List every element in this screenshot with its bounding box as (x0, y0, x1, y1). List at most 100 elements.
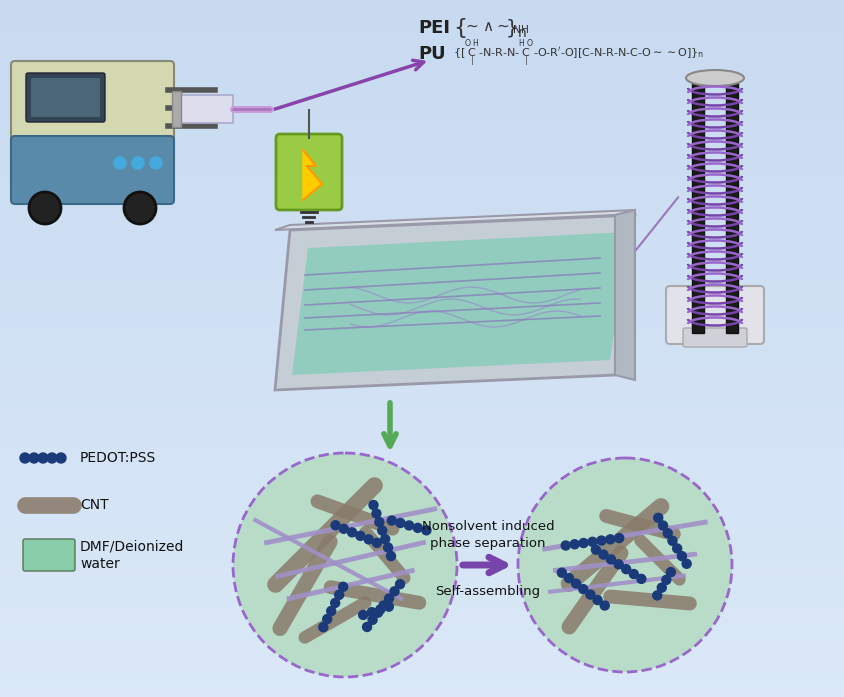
Bar (0, 118, 844, 125)
Circle shape (371, 509, 381, 518)
Circle shape (347, 528, 356, 537)
Bar (0, 390, 844, 397)
Circle shape (591, 545, 600, 554)
Circle shape (614, 534, 623, 542)
Bar (0, 460, 844, 467)
Circle shape (598, 550, 607, 559)
Circle shape (29, 192, 61, 224)
Circle shape (362, 622, 371, 631)
Bar (0, 77, 844, 84)
Bar (0, 411, 844, 418)
Bar (0, 167, 844, 174)
Bar (0, 669, 844, 676)
Circle shape (636, 574, 645, 583)
Bar (0, 544, 844, 551)
Circle shape (629, 569, 637, 579)
Circle shape (384, 594, 393, 603)
Polygon shape (303, 150, 322, 200)
Bar (0, 237, 844, 244)
Bar (0, 181, 844, 188)
Circle shape (383, 543, 392, 552)
Circle shape (657, 583, 666, 592)
Circle shape (338, 582, 347, 591)
Polygon shape (274, 215, 634, 390)
Circle shape (132, 157, 143, 169)
Bar (0, 537, 844, 544)
Text: DMF/Deionized
water: DMF/Deionized water (80, 539, 184, 571)
Bar (0, 244, 844, 251)
Circle shape (596, 536, 605, 545)
Bar (0, 572, 844, 579)
Bar (0, 599, 844, 606)
Circle shape (375, 518, 383, 526)
Circle shape (614, 560, 622, 569)
Bar (0, 328, 844, 335)
Bar (0, 418, 844, 425)
Bar (0, 293, 844, 300)
Circle shape (322, 615, 332, 624)
Circle shape (653, 513, 662, 522)
Circle shape (587, 537, 596, 546)
Circle shape (233, 453, 457, 677)
Bar (0, 606, 844, 613)
FancyBboxPatch shape (725, 78, 737, 333)
FancyBboxPatch shape (31, 78, 100, 117)
Ellipse shape (685, 70, 743, 86)
Bar (0, 655, 844, 662)
Circle shape (367, 608, 376, 617)
Circle shape (578, 539, 587, 548)
Bar (0, 558, 844, 565)
Circle shape (20, 453, 30, 463)
Circle shape (334, 590, 344, 599)
Bar (0, 63, 844, 70)
Bar (0, 439, 844, 446)
Bar (0, 634, 844, 641)
Bar (0, 397, 844, 404)
Text: $\mathsf{\{[}$$\mathsf{\overset{O\;H}{\underset{|}{C}}\text{-}N\text{-}R\text{-}: $\mathsf{\{[}$$\mathsf{\overset{O\;H}{\u… (452, 38, 703, 70)
Circle shape (564, 574, 573, 583)
Bar (0, 112, 844, 118)
Bar (0, 139, 844, 146)
Bar (0, 509, 844, 516)
Circle shape (372, 538, 381, 547)
Bar (0, 523, 844, 530)
Circle shape (672, 544, 681, 553)
FancyBboxPatch shape (172, 91, 181, 127)
Circle shape (373, 608, 382, 617)
Bar (0, 369, 844, 376)
Bar (0, 690, 844, 697)
Circle shape (395, 580, 404, 589)
Bar (0, 683, 844, 690)
Text: Self-assembling: Self-assembling (435, 585, 540, 599)
FancyBboxPatch shape (11, 136, 174, 204)
Circle shape (657, 521, 667, 530)
Circle shape (327, 606, 335, 615)
Circle shape (396, 519, 404, 528)
Circle shape (331, 521, 339, 530)
Bar (0, 98, 844, 105)
FancyBboxPatch shape (665, 286, 763, 344)
Bar (0, 91, 844, 98)
Bar (0, 502, 844, 509)
Bar (0, 21, 844, 28)
Bar (0, 258, 844, 265)
Circle shape (318, 622, 327, 631)
FancyBboxPatch shape (26, 73, 105, 122)
Bar (0, 355, 844, 362)
Bar (0, 307, 844, 314)
FancyBboxPatch shape (178, 95, 233, 123)
Circle shape (599, 601, 609, 610)
Circle shape (364, 535, 373, 544)
Bar (0, 49, 844, 56)
Text: $\mathsf{\sim\!\wedge\!\sim_{NH}}$: $\mathsf{\sim\!\wedge\!\sim_{NH}}$ (463, 20, 528, 36)
Circle shape (56, 453, 66, 463)
Circle shape (571, 579, 580, 588)
Bar (0, 565, 844, 572)
Text: $\mathsf{\}_{n}}$: $\mathsf{\}_{n}}$ (505, 17, 527, 39)
Circle shape (368, 615, 376, 625)
Bar (0, 35, 844, 42)
Circle shape (517, 458, 731, 672)
FancyBboxPatch shape (11, 61, 174, 164)
Circle shape (381, 535, 389, 544)
Bar (0, 404, 844, 411)
